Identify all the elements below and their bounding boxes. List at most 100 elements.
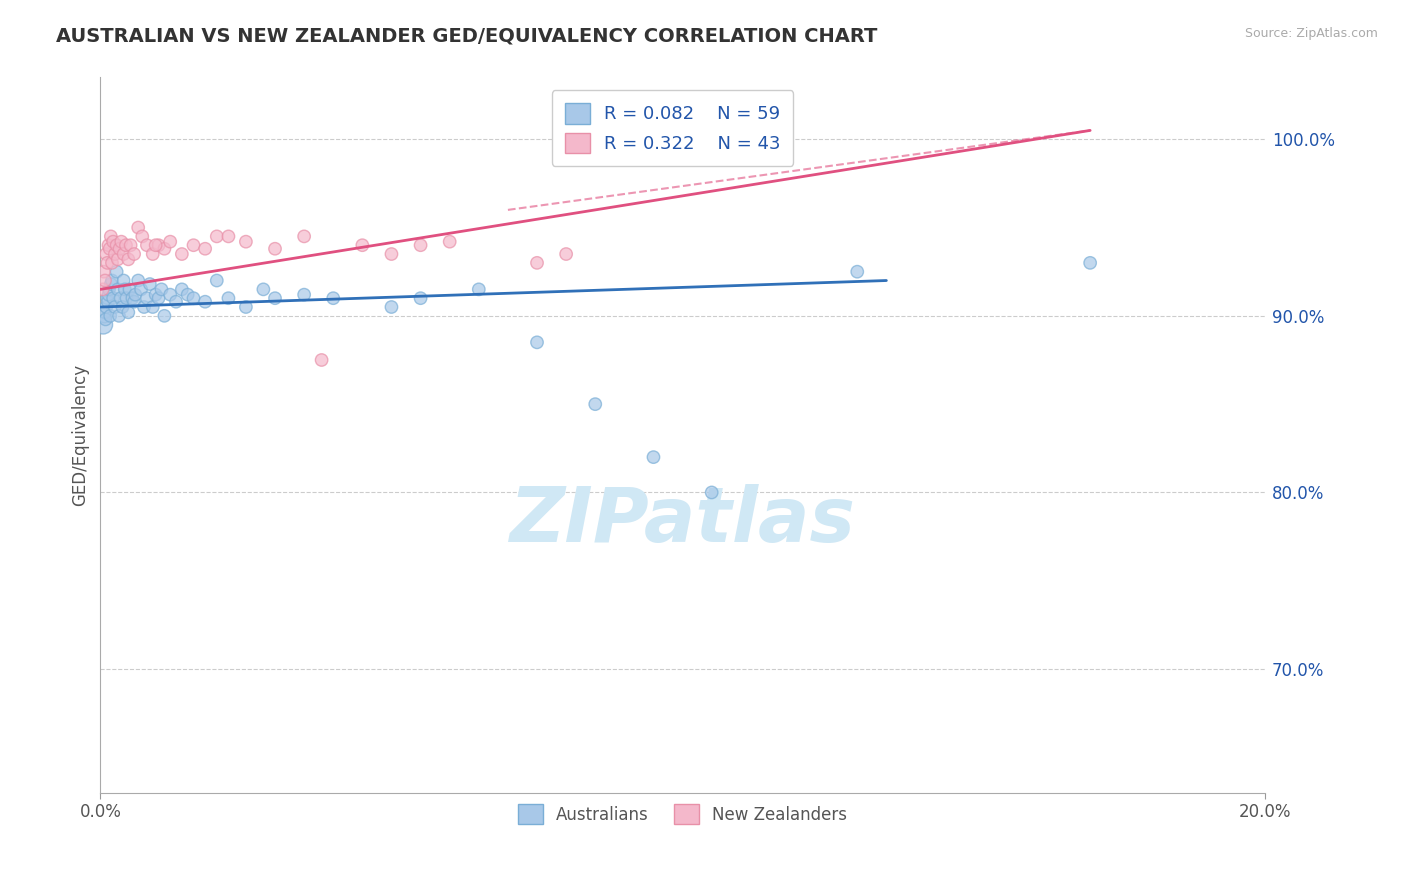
Point — [97, 238, 120, 252]
Point — [264, 291, 287, 305]
Point — [170, 282, 193, 296]
Point — [98, 282, 121, 296]
Point — [101, 256, 124, 270]
Point — [104, 300, 127, 314]
Point — [170, 247, 193, 261]
Point — [217, 229, 239, 244]
Point — [145, 287, 167, 301]
Point — [183, 238, 205, 252]
Point — [122, 247, 145, 261]
Point — [252, 282, 274, 296]
Point — [97, 294, 120, 309]
Point — [526, 256, 548, 270]
Point — [142, 247, 165, 261]
Point — [194, 294, 217, 309]
Point — [96, 247, 118, 261]
Point — [153, 242, 176, 256]
Point — [176, 287, 198, 301]
Point — [117, 305, 139, 319]
Point — [97, 287, 120, 301]
Point — [108, 309, 131, 323]
Point — [139, 277, 162, 291]
Point — [101, 273, 124, 287]
Point — [142, 300, 165, 314]
Point — [292, 229, 315, 244]
Point — [205, 273, 228, 287]
Point — [114, 282, 136, 296]
Point — [153, 309, 176, 323]
Point — [468, 282, 491, 296]
Point — [380, 300, 402, 314]
Point — [120, 238, 142, 252]
Point — [98, 309, 121, 323]
Point — [846, 265, 869, 279]
Point — [409, 291, 432, 305]
Point — [105, 238, 128, 252]
Text: Source: ZipAtlas.com: Source: ZipAtlas.com — [1244, 27, 1378, 40]
Point — [583, 397, 606, 411]
Point — [118, 282, 141, 296]
Point — [110, 291, 132, 305]
Point — [105, 265, 128, 279]
Point — [94, 273, 117, 287]
Point — [93, 309, 115, 323]
Y-axis label: GED/Equivalency: GED/Equivalency — [72, 364, 89, 506]
Point — [117, 252, 139, 267]
Point — [526, 335, 548, 350]
Point — [101, 235, 124, 249]
Point — [111, 300, 134, 314]
Point — [205, 229, 228, 244]
Point — [115, 291, 138, 305]
Point — [165, 294, 187, 309]
Point — [129, 282, 152, 296]
Point — [112, 247, 135, 261]
Point — [217, 291, 239, 305]
Point — [94, 312, 117, 326]
Point — [159, 235, 181, 249]
Point — [150, 282, 173, 296]
Point — [104, 247, 127, 261]
Point — [91, 318, 114, 332]
Point — [322, 291, 344, 305]
Point — [132, 300, 155, 314]
Point — [91, 282, 114, 296]
Point — [127, 273, 149, 287]
Point — [136, 291, 159, 305]
Point — [108, 242, 131, 256]
Point — [292, 287, 315, 301]
Point — [194, 242, 217, 256]
Point — [112, 273, 135, 287]
Legend: Australians, New Zealanders: Australians, New Zealanders — [508, 794, 858, 834]
Point — [122, 294, 145, 309]
Point — [264, 242, 287, 256]
Point — [98, 242, 121, 256]
Point — [555, 247, 578, 261]
Point — [121, 291, 143, 305]
Point — [235, 300, 257, 314]
Point — [183, 291, 205, 305]
Point — [235, 235, 257, 249]
Point — [96, 256, 118, 270]
Point — [439, 235, 461, 249]
Point — [107, 252, 129, 267]
Point — [131, 229, 153, 244]
Point — [136, 238, 159, 252]
Text: ZIPatlas: ZIPatlas — [509, 483, 856, 558]
Point — [100, 277, 122, 291]
Point — [145, 238, 167, 252]
Point — [352, 238, 374, 252]
Point — [127, 220, 149, 235]
Point — [409, 238, 432, 252]
Point — [380, 247, 402, 261]
Point — [115, 238, 138, 252]
Point — [107, 282, 129, 296]
Point — [643, 450, 665, 464]
Point — [1078, 256, 1101, 270]
Point — [101, 291, 124, 305]
Point — [100, 229, 122, 244]
Point — [93, 265, 115, 279]
Point — [96, 300, 118, 314]
Point — [700, 485, 723, 500]
Point — [124, 287, 146, 301]
Point — [94, 305, 117, 319]
